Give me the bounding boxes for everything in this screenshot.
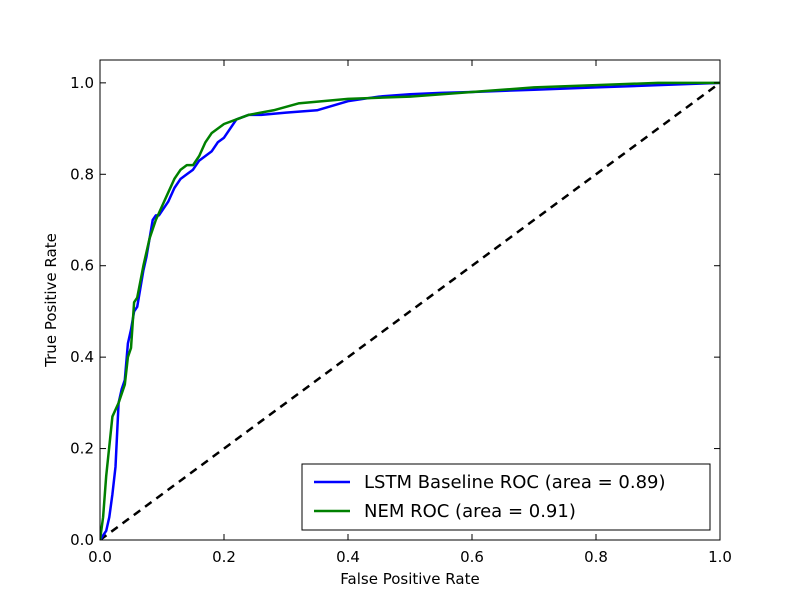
y-tick-label: 1.0 xyxy=(70,74,94,92)
legend-box xyxy=(301,463,711,531)
series-line-1 xyxy=(100,81,720,540)
plot-frame xyxy=(99,59,721,541)
y-tick-label: 0.2 xyxy=(70,440,94,458)
x-tick-label: 1.0 xyxy=(708,548,732,566)
x-axis-label: False Positive Rate xyxy=(340,570,479,588)
legend: LSTM Baseline ROC (area = 0.89) NEM ROC (… xyxy=(301,463,711,531)
y-axis-label: True Positive Rate xyxy=(42,233,60,368)
x-tick-label: 0.8 xyxy=(584,548,608,566)
y-tick-label: 0.4 xyxy=(70,348,94,366)
y-tick-label: 0.6 xyxy=(70,257,94,275)
legend-label: LSTM Baseline ROC (area = 0.89) xyxy=(364,472,666,493)
x-tick-label: 0.0 xyxy=(88,548,112,566)
x-tick-label: 0.6 xyxy=(460,548,484,566)
series-group xyxy=(100,81,720,540)
y-tick-label: 0.0 xyxy=(70,531,94,549)
y-tick-label: 0.8 xyxy=(70,165,94,183)
x-tick-label: 0.4 xyxy=(336,548,360,566)
legend-label: NEM ROC (area = 0.91) xyxy=(364,501,576,522)
axes: 0.0 0.2 0.4 0.6 0.8 1.0 0.0 0.2 0.4 0.6 0.8 1.0 xyxy=(70,60,732,566)
plot-area xyxy=(100,81,720,540)
x-tick-label: 0.2 xyxy=(212,548,236,566)
chance-diagonal-line xyxy=(100,81,720,540)
